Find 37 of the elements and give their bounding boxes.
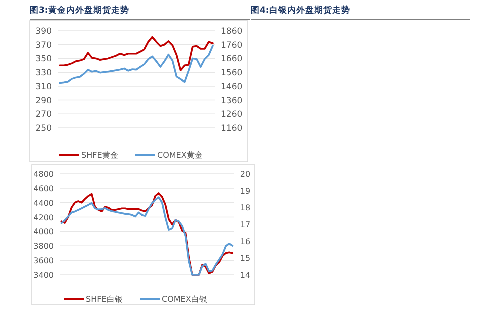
- y-tick-label: 4600: [34, 184, 54, 194]
- y-tick-label: 370: [36, 40, 52, 51]
- text: 图4:白银内外盘期货走势: [251, 5, 350, 16]
- y2-tick-label: 1760: [221, 40, 243, 51]
- chart-title: 图3:黄金内外盘期货走势: [30, 5, 130, 16]
- y2-tick-label: 1160: [221, 124, 243, 134]
- y2-tick-label: 1860: [221, 27, 243, 37]
- y2-tick-label: 20: [240, 170, 251, 179]
- y-tick-label: 3600: [34, 256, 54, 266]
- y-tick-label: 390: [36, 27, 52, 37]
- legend-label: SHFE白银: [86, 295, 123, 304]
- y-tick-label: 290: [36, 96, 52, 106]
- y2-tick-label: 18: [240, 204, 251, 213]
- y-tick-label: 4200: [34, 213, 54, 222]
- legend-label: COMEX黄金: [158, 151, 203, 160]
- y-tick-label: 350: [36, 54, 52, 65]
- y-tick-label: 3800: [34, 242, 54, 252]
- y-tick-label: 330: [36, 68, 52, 79]
- y-tick-label: 310: [36, 82, 52, 92]
- y2-tick-label: 1660: [221, 54, 243, 65]
- y-tick-label: 270: [36, 110, 52, 120]
- y-tick-label: 4800: [34, 170, 54, 179]
- y2-tick-label: 16: [240, 237, 251, 246]
- legend-label: SHFE黄金: [82, 151, 118, 160]
- y2-tick-label: 15: [240, 254, 251, 264]
- y-tick-label: 4400: [34, 198, 54, 208]
- y2-tick-label: 1560: [221, 68, 243, 79]
- y-tick-label: 3400: [34, 271, 54, 280]
- y2-tick-label: 17: [240, 220, 251, 230]
- y-tick-label: 250: [36, 124, 52, 134]
- y-tick-label: 4000: [34, 228, 54, 237]
- y2-tick-label: 14: [240, 271, 251, 280]
- legend-label: COMEX白银: [162, 295, 208, 304]
- y2-tick-label: 19: [240, 186, 251, 196]
- y2-tick-label: 1360: [221, 96, 243, 106]
- y2-tick-label: 1260: [221, 110, 243, 120]
- y2-tick-label: 1460: [221, 82, 243, 92]
